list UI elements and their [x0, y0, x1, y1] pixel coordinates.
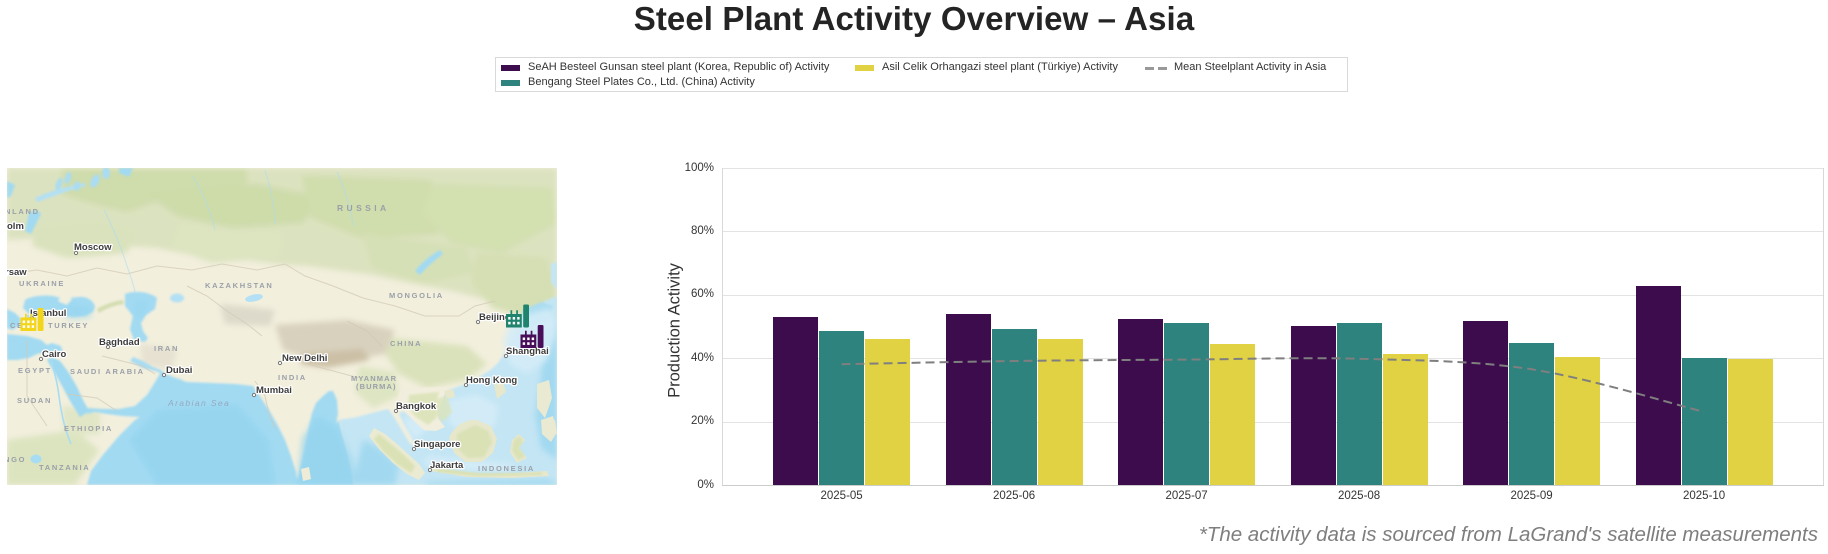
svg-text:(BURMA): (BURMA) — [356, 382, 397, 391]
svg-text:CHINA: CHINA — [390, 339, 422, 348]
svg-text:IRAN: IRAN — [154, 344, 179, 353]
svg-text:Beijing: Beijing — [479, 312, 511, 323]
svg-text:rsaw: rsaw — [7, 267, 27, 278]
svg-text:Dubai: Dubai — [166, 365, 192, 376]
svg-text:Singapore: Singapore — [414, 439, 460, 450]
svg-text:TURKEY: TURKEY — [48, 321, 89, 330]
svg-text:Istanbul: Istanbul — [30, 308, 66, 319]
svg-text:MYANMAR: MYANMAR — [351, 374, 397, 383]
svg-text:SUDAN: SUDAN — [17, 396, 52, 405]
svg-text:Shanghai: Shanghai — [506, 346, 549, 357]
svg-text:SAUDI ARABIA: SAUDI ARABIA — [70, 367, 145, 376]
svg-text:UKRAINE: UKRAINE — [19, 279, 65, 288]
svg-text:RUSSIA: RUSSIA — [337, 203, 390, 213]
svg-text:MONGOLIA: MONGOLIA — [389, 291, 444, 300]
svg-text:NGO: NGO — [7, 455, 26, 464]
svg-text:Jakarta: Jakarta — [430, 460, 464, 471]
svg-text:NLAND: NLAND — [7, 207, 40, 216]
svg-text:INDONESIA: INDONESIA — [478, 464, 535, 473]
svg-text:Hong Kong: Hong Kong — [466, 375, 517, 386]
svg-text:TANZANIA: TANZANIA — [39, 463, 90, 472]
svg-text:Cairo: Cairo — [42, 349, 66, 360]
svg-text:olm: olm — [7, 221, 24, 232]
svg-text:KAZAKHSTAN: KAZAKHSTAN — [205, 281, 274, 290]
svg-text:New Delhi: New Delhi — [282, 353, 327, 364]
svg-text:EGYPT: EGYPT — [18, 366, 52, 375]
svg-text:ETHIOPIA: ETHIOPIA — [64, 424, 113, 433]
svg-text:Mumbai: Mumbai — [256, 385, 292, 396]
svg-text:Bangkok: Bangkok — [396, 401, 437, 412]
svg-text:CE: CE — [10, 321, 24, 330]
svg-text:Arabian Sea: Arabian Sea — [167, 398, 230, 408]
svg-text:Baghdad: Baghdad — [99, 337, 140, 348]
svg-text:INDIA: INDIA — [278, 373, 307, 382]
svg-text:Moscow: Moscow — [74, 242, 112, 253]
